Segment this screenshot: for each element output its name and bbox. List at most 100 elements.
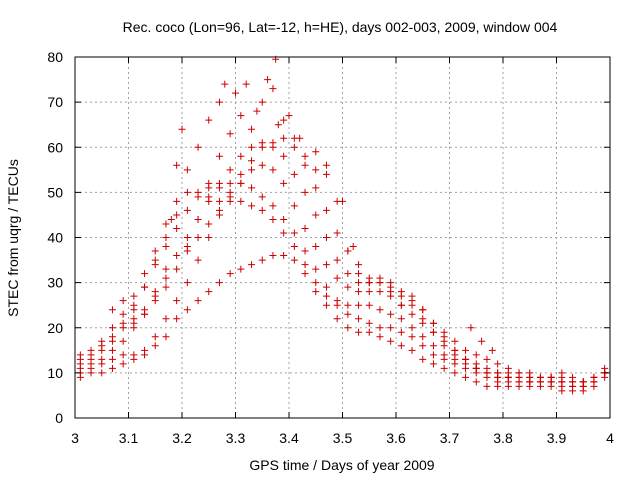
data-point xyxy=(515,369,523,377)
data-point xyxy=(365,301,373,309)
data-point xyxy=(440,364,448,372)
data-point xyxy=(349,243,357,251)
y-tick-label: 30 xyxy=(47,275,63,291)
data-point xyxy=(312,184,320,192)
data-point xyxy=(515,378,523,386)
data-point xyxy=(248,166,256,174)
data-point xyxy=(376,333,384,341)
data-point xyxy=(274,121,282,129)
data-point xyxy=(253,107,261,115)
data-point xyxy=(183,279,191,287)
data-point xyxy=(173,224,181,232)
data-point xyxy=(290,229,298,237)
data-point xyxy=(258,143,266,151)
data-point xyxy=(269,215,277,223)
data-point xyxy=(269,202,277,210)
data-point xyxy=(280,229,288,237)
data-point xyxy=(242,80,250,88)
data-point xyxy=(478,337,486,345)
data-point xyxy=(355,328,363,336)
grid-lines xyxy=(75,57,610,418)
data-point xyxy=(408,301,416,309)
data-point xyxy=(376,288,384,296)
data-point xyxy=(569,382,577,390)
data-point xyxy=(108,337,116,345)
data-point xyxy=(355,301,363,309)
data-point xyxy=(322,261,330,269)
data-point xyxy=(408,310,416,318)
data-point xyxy=(183,243,191,251)
data-point xyxy=(87,346,95,354)
data-point xyxy=(579,378,587,386)
data-point xyxy=(322,292,330,300)
data-point xyxy=(194,143,202,151)
data-point xyxy=(355,315,363,323)
data-point xyxy=(397,342,405,350)
data-point xyxy=(258,256,266,264)
data-point xyxy=(472,351,480,359)
y-tick-label: 50 xyxy=(47,184,63,200)
y-tick-label: 40 xyxy=(47,230,63,246)
x-tick-label: 3.5 xyxy=(333,430,353,446)
data-point xyxy=(162,234,170,241)
data-points xyxy=(76,55,609,395)
data-point xyxy=(269,85,277,93)
data-point xyxy=(312,211,320,219)
data-point xyxy=(301,247,309,255)
data-point xyxy=(312,265,320,273)
data-point xyxy=(440,328,448,336)
data-point xyxy=(376,306,384,314)
data-point xyxy=(248,125,256,133)
data-point xyxy=(173,297,181,305)
data-point xyxy=(290,243,298,251)
data-point xyxy=(301,261,309,269)
data-point xyxy=(397,328,405,336)
data-point xyxy=(183,166,191,174)
y-tick-label: 0 xyxy=(55,410,63,426)
data-point xyxy=(108,355,116,363)
y-tick-label: 80 xyxy=(47,49,63,65)
data-point xyxy=(162,333,170,341)
data-point xyxy=(339,197,346,205)
y-tick-label: 60 xyxy=(47,139,63,155)
data-point xyxy=(429,319,437,327)
data-point xyxy=(226,166,234,174)
data-point xyxy=(119,337,127,345)
data-point xyxy=(558,378,566,386)
data-point xyxy=(173,161,181,169)
x-tick-label: 3.2 xyxy=(172,430,192,446)
data-point xyxy=(119,324,127,332)
data-point xyxy=(269,139,277,147)
data-point xyxy=(344,324,352,332)
data-point xyxy=(312,166,320,174)
data-point xyxy=(151,247,159,255)
data-point xyxy=(108,306,116,314)
data-point xyxy=(141,346,149,354)
data-point xyxy=(141,310,149,318)
data-point xyxy=(387,337,395,345)
data-point xyxy=(162,265,170,273)
data-point xyxy=(301,152,309,160)
data-point xyxy=(183,306,191,314)
data-point xyxy=(301,161,309,169)
data-point xyxy=(119,310,127,318)
data-point xyxy=(312,288,320,296)
data-point xyxy=(264,76,272,84)
x-tick-label: 3.7 xyxy=(440,430,460,446)
data-point xyxy=(87,364,95,372)
x-tick-label: 3.1 xyxy=(119,430,139,446)
y-tick-label: 70 xyxy=(47,94,63,110)
data-point xyxy=(98,369,106,377)
x-axis-label: GPS time / Days of year 2009 xyxy=(249,457,434,473)
data-point xyxy=(215,152,223,160)
data-point xyxy=(365,328,373,336)
data-point xyxy=(526,369,534,377)
data-point xyxy=(151,256,159,264)
data-point xyxy=(258,98,266,106)
data-point xyxy=(119,351,127,359)
data-point xyxy=(429,351,437,359)
data-point xyxy=(162,220,170,228)
data-point xyxy=(494,373,502,381)
data-point xyxy=(376,274,384,282)
data-point xyxy=(237,265,245,273)
